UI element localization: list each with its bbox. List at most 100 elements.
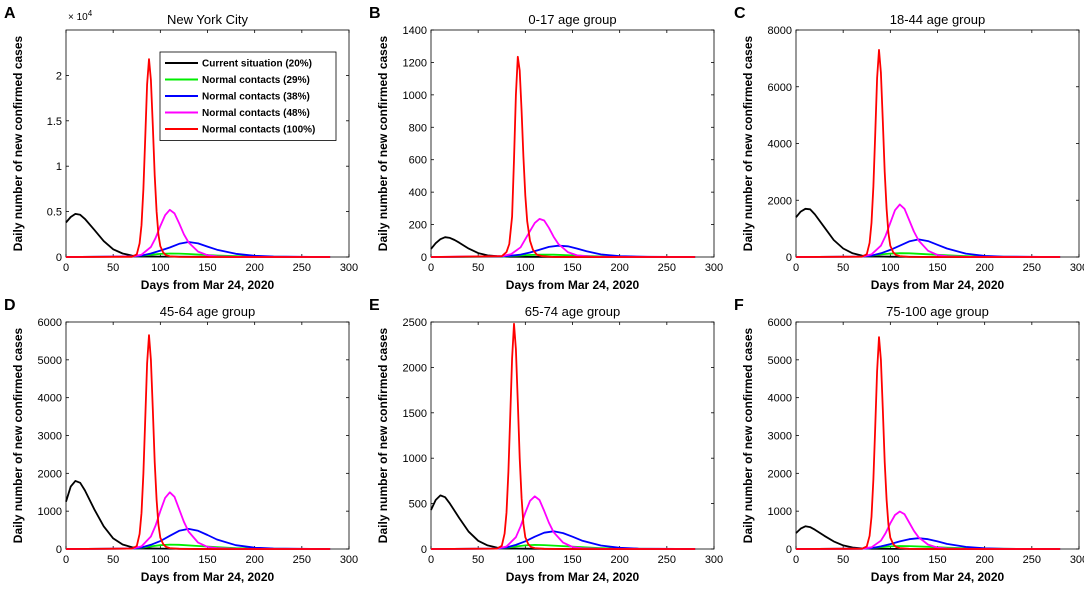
series-line (430, 494, 696, 550)
y-tick-label: 5000 (38, 355, 62, 367)
x-axis-label: Days from Mar 24, 2020 (141, 278, 275, 292)
x-tick-label: 200 (245, 554, 263, 566)
x-tick-label: 50 (107, 262, 119, 274)
y-tick-label: 600 (409, 155, 427, 167)
y-exponent-value: 4 (88, 9, 93, 18)
y-tick-label: 1000 (403, 453, 427, 465)
x-tick-label: 200 (245, 262, 263, 274)
y-tick-label: 2000 (768, 468, 792, 480)
x-tick-label: 250 (293, 262, 311, 274)
series-line (65, 479, 331, 550)
legend: Current situation (20%) Normal contacts (… (159, 51, 337, 141)
y-tick-label: 0 (786, 252, 792, 264)
panel-d: 0 50 100 150 200 250 3000100020003000400050006… (4, 297, 358, 584)
x-tick-label: 150 (928, 262, 946, 274)
legend-label: Normal contacts (100%) (202, 125, 315, 136)
axes-box (795, 29, 1080, 258)
y-tick-label: 6000 (768, 82, 792, 94)
legend-label: Normal contacts (38%) (202, 92, 310, 103)
panel-letter: C (734, 5, 746, 22)
series-line (65, 334, 331, 550)
x-tick-label: 250 (293, 554, 311, 566)
series-line (795, 203, 1061, 258)
x-tick-label: 300 (705, 262, 723, 274)
x-tick-label: 50 (472, 554, 484, 566)
x-tick-label: 0 (793, 262, 799, 274)
legend-label: Normal contacts (29%) (202, 75, 310, 86)
y-axis-label: Daily number of new confirmed cases (376, 35, 390, 251)
y-exponent-label: × 104 (68, 9, 93, 23)
x-tick-label: 100 (151, 262, 169, 274)
panel-b: 0 50 100 150 200 250 300 0 200 400 600 800 1000 1200 1… (369, 5, 723, 292)
x-tick-label: 0 (428, 554, 434, 566)
x-tick-label: 100 (881, 554, 899, 566)
y-tick-label: 1400 (403, 25, 427, 37)
panel-letter: F (734, 297, 744, 314)
x-tick-label: 300 (340, 262, 358, 274)
series-line (430, 244, 696, 258)
y-tick-label: 400 (409, 187, 427, 199)
y-tick-label: 6000 (38, 317, 62, 329)
y-tick-label: 1200 (403, 57, 427, 69)
y-axis-label: Daily number of new confirmed cases (11, 35, 25, 251)
chart-title: 0-17 age group (528, 12, 616, 27)
y-tick-label: 2000 (403, 362, 427, 374)
y-tick-label: 200 (409, 220, 427, 232)
chart-title: 75-100 age group (886, 304, 989, 319)
y-tick-label: 4000 (768, 139, 792, 151)
y-tick-label: 2000 (38, 468, 62, 480)
y-tick-label: 0 (56, 544, 62, 556)
panel-letter: B (369, 5, 381, 22)
series-line (430, 495, 696, 550)
y-tick-label: 3000 (38, 431, 62, 443)
x-tick-label: 200 (975, 554, 993, 566)
x-tick-label: 300 (1070, 262, 1084, 274)
panel-f: 0501001502002503000100020003000400050006… (734, 297, 1084, 584)
x-tick-label: 250 (658, 262, 676, 274)
y-tick-label: 8000 (768, 25, 792, 37)
x-axis-label: Days from Mar 24, 2020 (141, 570, 275, 584)
x-tick-label: 150 (563, 554, 581, 566)
y-tick-label: 0.5 (47, 207, 62, 219)
x-tick-label: 0 (63, 554, 69, 566)
x-tick-label: 300 (705, 554, 723, 566)
y-tick-label: 0 (421, 544, 427, 556)
y-axis-label: Daily number of new confirmed cases (741, 327, 755, 543)
x-tick-label: 150 (563, 262, 581, 274)
axes-box (430, 321, 715, 550)
panel-c: 0 50 100 150 200 250 300 0 2000 4000 6000 8000 18-44… (734, 5, 1084, 292)
x-tick-label: 0 (793, 554, 799, 566)
series-line (430, 236, 696, 258)
x-tick-label: 250 (658, 554, 676, 566)
axes-box (430, 29, 715, 258)
series-line (795, 336, 1061, 550)
x-tick-label: 0 (428, 262, 434, 274)
y-tick-label: 1.5 (47, 116, 62, 128)
series-line (430, 322, 696, 550)
y-tick-label: 2500 (403, 317, 427, 329)
series-line (795, 525, 1061, 550)
x-tick-label: 50 (107, 554, 119, 566)
y-tick-label: 0 (786, 544, 792, 556)
x-tick-label: 150 (198, 554, 216, 566)
y-tick-label: 2000 (768, 195, 792, 207)
y-tick-label: 6000 (768, 317, 792, 329)
chart-title: 18-44 age group (890, 12, 985, 27)
axes-box (795, 321, 1080, 550)
series-line (795, 510, 1061, 550)
y-tick-label: 800 (409, 122, 427, 134)
x-tick-label: 100 (516, 262, 534, 274)
chart-title: 45-64 age group (160, 304, 255, 319)
chart-title: 65-74 age group (525, 304, 620, 319)
series-line (65, 208, 331, 258)
series-line (795, 49, 1061, 258)
x-axis-label: Days from Mar 24, 2020 (506, 570, 640, 584)
x-tick-label: 300 (1070, 554, 1084, 566)
x-tick-label: 250 (1023, 554, 1041, 566)
x-tick-label: 300 (340, 554, 358, 566)
series-line (65, 58, 331, 258)
y-tick-label: 500 (409, 499, 427, 511)
y-tick-label: 2 (56, 70, 62, 82)
y-tick-label: 4000 (768, 393, 792, 405)
